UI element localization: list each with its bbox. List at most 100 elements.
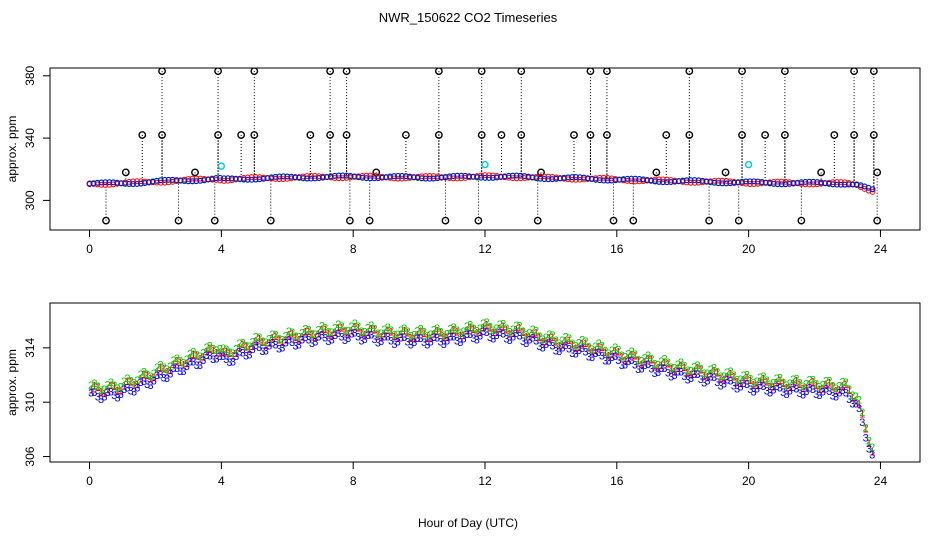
series-point: 1 [685, 367, 691, 379]
series-point: 1 [187, 352, 193, 364]
series-point: 1 [606, 351, 612, 363]
data-point [189, 175, 196, 182]
series-point: 2 [207, 341, 213, 353]
series-point: 1 [648, 355, 654, 367]
series-point: 3 [711, 372, 717, 384]
series-point: 1 [194, 351, 200, 363]
data-point [834, 181, 840, 188]
series-point: 1 [526, 332, 532, 344]
series-point: 3 [223, 354, 229, 366]
series-point: 3 [507, 335, 513, 347]
series-point: 1 [325, 328, 331, 340]
series-point: 2 [404, 326, 410, 338]
series-point: 1 [724, 371, 730, 383]
series-point: 2 [747, 374, 753, 386]
data-point [470, 173, 477, 180]
series-point: 1 [246, 344, 252, 356]
series-point: 1 [421, 328, 427, 340]
series-point: 1 [553, 336, 559, 348]
series-point: 2 [213, 345, 219, 357]
series-point: 1 [259, 337, 265, 349]
outlier-point [705, 216, 713, 225]
series-point: 2 [609, 345, 615, 357]
series-point: 3 [388, 336, 394, 348]
series-point: 3 [800, 389, 806, 401]
series-point: 3 [533, 336, 539, 348]
series-point: 2 [813, 379, 819, 391]
data-point [126, 181, 132, 187]
outlier-point [434, 131, 443, 139]
series-point: 3 [655, 367, 661, 379]
data-point [569, 176, 575, 183]
data-point [849, 181, 856, 188]
data-point [90, 180, 97, 187]
outlier-point [342, 131, 351, 139]
series-point: 1 [375, 330, 381, 342]
series-point: 3 [95, 391, 101, 403]
data-point [687, 177, 694, 184]
series-point: 1 [306, 326, 312, 338]
series-point: 2 [147, 371, 153, 383]
series-point: 3 [734, 384, 740, 396]
series-point: 3 [576, 345, 582, 357]
series-point: 2 [88, 380, 94, 392]
series-point: 2 [507, 326, 513, 338]
series-point: 3 [98, 394, 104, 406]
series-point: 2 [658, 356, 664, 368]
series-point: 2 [246, 341, 252, 353]
data-point [822, 180, 828, 186]
outlier-point [533, 216, 542, 225]
data-point [363, 175, 370, 182]
series-point: 2 [559, 335, 565, 347]
series-point: 1 [698, 365, 704, 377]
series-point: 1 [171, 359, 177, 371]
series-point: 1 [253, 335, 259, 347]
data-point [248, 176, 255, 183]
series-point: 2 [121, 376, 127, 388]
outlier-point [121, 168, 130, 177]
series-point: 3 [566, 343, 572, 355]
outlier-point [517, 131, 526, 139]
series-point: 1 [256, 334, 262, 346]
series-point: 3 [180, 366, 186, 378]
series-point: 1 [457, 330, 463, 342]
data-point [747, 178, 753, 185]
series-point: 2 [95, 381, 101, 393]
data-point [537, 173, 544, 180]
series-point: 2 [157, 360, 163, 372]
series-point: 2 [431, 325, 437, 337]
x-tick-label: 8 [350, 242, 357, 256]
series-point: 2 [556, 338, 562, 350]
series-point: 3 [701, 377, 707, 389]
series-point: 3 [648, 364, 654, 376]
series-point: 2 [289, 327, 295, 339]
series-point: 1 [131, 380, 137, 392]
series-point: 2 [233, 344, 239, 356]
outlier-point [342, 68, 351, 76]
series-point: 3 [171, 363, 177, 375]
outlier-point [497, 131, 506, 139]
data-point [426, 175, 433, 182]
data-point [201, 177, 208, 184]
series-point: 1 [210, 345, 216, 357]
series-point: 2 [767, 379, 773, 391]
series-point: 1 [820, 383, 826, 395]
series-point: 2 [203, 342, 209, 354]
outlier-point [570, 131, 578, 139]
series-point: 1 [714, 368, 720, 380]
series-point: 1 [381, 329, 387, 341]
data-point [236, 176, 243, 182]
series-point: 1 [760, 374, 766, 386]
series-point: 2 [678, 357, 684, 369]
series-point: 2 [622, 352, 628, 364]
data-point [525, 173, 532, 180]
series-point: 1 [493, 327, 499, 339]
series-point: 2 [744, 369, 750, 381]
series-point: 3 [207, 351, 213, 363]
series-point: 2 [549, 330, 555, 342]
series-point: 2 [306, 324, 312, 336]
x-tick-label: 20 [742, 474, 756, 488]
series-point: 1 [652, 360, 658, 372]
series-point: 2 [111, 380, 117, 392]
series-point: 3 [810, 384, 816, 396]
